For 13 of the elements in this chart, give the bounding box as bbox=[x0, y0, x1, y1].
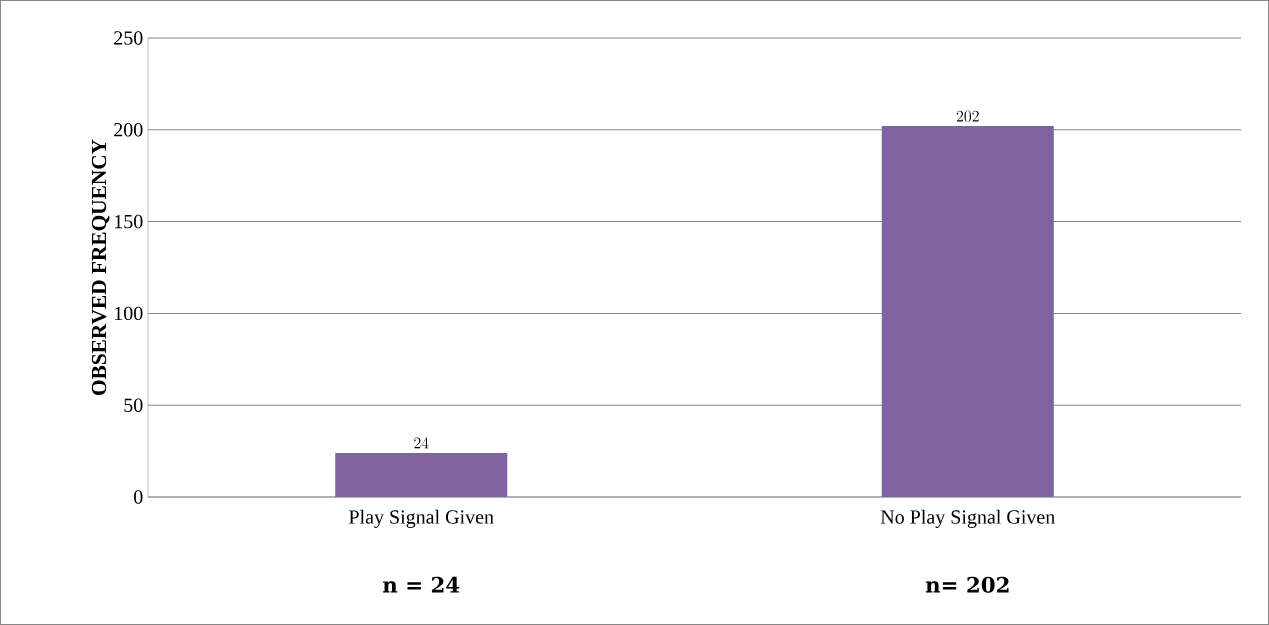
data-label: 24 bbox=[414, 437, 429, 449]
x-tick-label: No Play Signal Given bbox=[880, 509, 1055, 528]
y-tick-label: 50 bbox=[124, 398, 143, 412]
data-label: 202 bbox=[956, 110, 979, 122]
y-tick-label: 0 bbox=[134, 490, 143, 504]
y-tick-label: 200 bbox=[114, 123, 143, 137]
text: n = 24 bbox=[383, 576, 460, 593]
y-tick-label: 100 bbox=[115, 306, 143, 321]
text: n= 202 bbox=[925, 576, 1009, 593]
y-tick-label: 250 bbox=[114, 31, 143, 45]
y-tick-label: 150 bbox=[115, 214, 143, 229]
x-tick-label: Play Signal Given bbox=[349, 509, 494, 528]
y-axis-title: OBSERVED FREQUENCY bbox=[91, 139, 110, 395]
